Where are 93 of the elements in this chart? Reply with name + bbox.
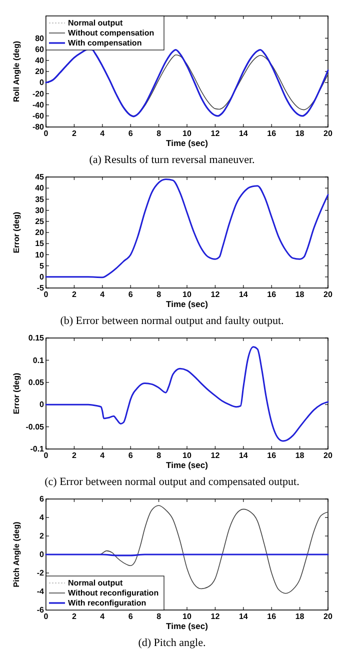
x-tick-label: 14 [238, 612, 248, 621]
x-tick-label: 16 [267, 129, 277, 138]
x-tick-label: 6 [128, 129, 134, 138]
x-tick-label: 10 [182, 451, 192, 460]
x-tick-label: 12 [210, 612, 220, 621]
y-axis-title: Roll Angle (deg) [12, 40, 21, 102]
x-tick-label: 4 [100, 290, 106, 299]
x-tick-label: 6 [128, 290, 134, 299]
y-tick-label: -60 [32, 112, 45, 121]
text: (d) Pitch angle. [138, 637, 206, 649]
legend-label: With compensation [68, 38, 142, 48]
y-tick-label: 20 [35, 67, 45, 76]
y-tick-label: -40 [32, 100, 45, 110]
x-tick-label: 8 [156, 451, 162, 460]
x-tick-label: 4 [100, 612, 106, 621]
x-tick-label: 2 [72, 451, 77, 460]
text: (a) Results of turn reversal maneuver. [89, 154, 256, 166]
x-tick-label: 2 [72, 129, 77, 138]
x-tick-label: 14 [238, 290, 248, 299]
x-tick-label: 4 [100, 451, 106, 460]
x-axis-title: Time (sec) [166, 621, 208, 631]
x-tick-label: 20 [324, 290, 333, 299]
y-tick-label: 5 [40, 261, 45, 270]
y-axis-title: Error (deg) [12, 372, 21, 414]
y-tick-label: -5 [36, 284, 45, 293]
x-tick-label: 14 [238, 129, 248, 138]
y-tick-label: 6 [40, 494, 45, 504]
legend-label: Normal output [68, 578, 123, 588]
y-tick-label: 40 [35, 184, 45, 193]
x-tick-label: 14 [238, 451, 248, 460]
x-tick-label: 18 [295, 290, 305, 299]
x-tick-label: 20 [324, 451, 333, 460]
x-tick-label: 12 [210, 451, 220, 460]
x-tick-label: 10 [182, 129, 192, 138]
x-axis-title: Time (sec) [166, 299, 208, 309]
y-tick-label: -80 [32, 122, 45, 132]
x-tick-label: 18 [295, 129, 305, 138]
y-tick-label: 0.1 [32, 356, 45, 365]
y-tick-label: 35 [35, 194, 45, 204]
y-tick-label: 60 [35, 44, 45, 54]
y-tick-label: 30 [35, 206, 45, 215]
x-tick-label: 12 [210, 129, 220, 138]
legend-label: Without reconfiguration [68, 588, 159, 598]
x-tick-label: 6 [128, 451, 134, 460]
y-tick-label: 0 [40, 78, 45, 88]
legend-label: Normal output [68, 18, 123, 28]
y-tick-label: 0 [40, 272, 45, 282]
y-axis-title: Error (deg) [12, 212, 21, 254]
line-series [45, 178, 329, 278]
y-tick-label: 45 [35, 172, 45, 182]
x-tick-label: 8 [156, 290, 162, 299]
x-tick-label: 18 [295, 612, 305, 621]
y-tick-label: 40 [35, 56, 45, 66]
y-tick-label: 20 [35, 228, 45, 238]
y-tick-label: -2 [36, 568, 45, 578]
y-tick-label: 2 [40, 532, 45, 541]
x-tick-label: 18 [295, 451, 305, 460]
y-tick-label: -4 [36, 587, 45, 596]
x-tick-label: 20 [324, 612, 333, 621]
text: (b) Error between normal output and faulty output. [60, 315, 284, 327]
x-tick-label: 2 [72, 612, 77, 621]
y-tick-label: 80 [35, 34, 45, 43]
y-tick-label: 0.05 [28, 378, 45, 388]
text: (c) Error between normal output and compensated output. [44, 476, 300, 488]
x-tick-label: 16 [267, 290, 277, 299]
line-series [45, 346, 329, 442]
y-tick-label: 0 [40, 400, 45, 410]
x-tick-label: 6 [128, 612, 134, 621]
x-tick-label: 4 [100, 129, 106, 138]
y-tick-label: 10 [35, 250, 45, 260]
x-tick-label: 8 [156, 129, 162, 138]
x-tick-label: 16 [267, 612, 277, 621]
y-axis-title: Pitch Angle (deg) [12, 521, 21, 588]
x-axis-title: Time (sec) [166, 138, 208, 148]
y-tick-label: 4 [40, 513, 45, 522]
x-tick-label: 12 [210, 290, 220, 299]
y-tick-label: -20 [32, 89, 45, 98]
y-tick-label: -6 [36, 606, 45, 615]
x-tick-label: 8 [156, 612, 162, 621]
x-tick-label: 10 [182, 290, 192, 299]
x-axis-title: Time (sec) [166, 460, 208, 470]
legend-label: Without compensation [68, 28, 154, 38]
x-tick-label: 2 [72, 290, 77, 299]
y-tick-label: 15 [35, 239, 45, 248]
y-tick-label: 25 [35, 217, 45, 226]
x-tick-label: 20 [324, 129, 333, 138]
x-tick-label: 10 [182, 612, 192, 621]
x-tick-label: 16 [267, 451, 277, 460]
y-tick-label: 0 [40, 550, 45, 560]
legend-label: With reconfiguration [68, 598, 146, 608]
y-tick-label: -0.1 [30, 444, 45, 454]
y-tick-label: 0.15 [28, 334, 45, 343]
y-tick-label: -0.05 [26, 422, 45, 432]
